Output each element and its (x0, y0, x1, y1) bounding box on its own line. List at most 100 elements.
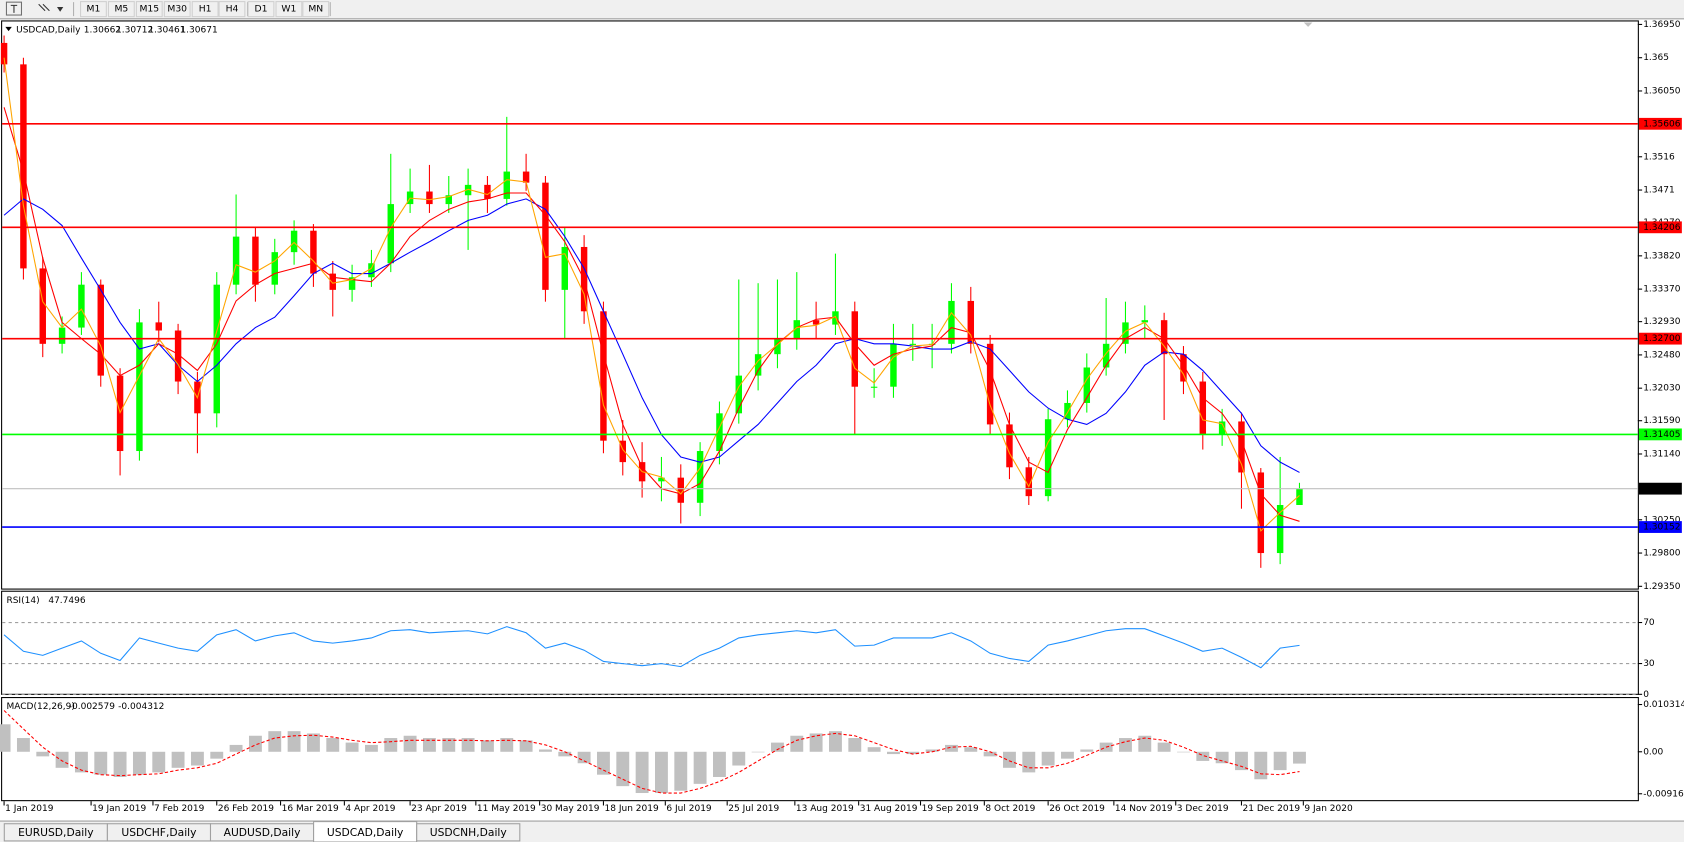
histogram-bar (1061, 751, 1074, 759)
signal-line (3, 710, 1300, 794)
histogram-bar (1003, 751, 1016, 768)
candle-body (348, 277, 356, 290)
candle-body (1180, 354, 1187, 382)
histogram-bar (74, 751, 88, 773)
candle-body (1064, 402, 1071, 420)
symbol-tab-label[interactable]: USDCHF,Daily (121, 826, 197, 839)
y-tick-label: 1.36950 (1643, 20, 1681, 30)
histogram-bar (403, 735, 417, 752)
text-tool-icon[interactable] (5, 1, 23, 16)
x-tick-label: 3 Dec 2019 (1177, 804, 1229, 814)
histogram-bar (596, 751, 610, 775)
timeframe-button[interactable]: W1 (281, 4, 296, 15)
candle-body (1199, 381, 1207, 435)
timeframe-button[interactable]: D1 (254, 4, 267, 15)
moving-average-line (3, 198, 1300, 473)
x-tick-label: 21 Dec 2019 (1243, 804, 1301, 814)
timeframe-button-frame[interactable] (218, 1, 246, 18)
y-tick-label: 1.3471 (1643, 186, 1675, 196)
histogram-bar (229, 744, 243, 752)
candle-body (252, 236, 259, 285)
toolbar (0, 0, 1684, 19)
arrow-tool-icon[interactable] (38, 3, 64, 12)
timeframe-button[interactable]: M5 (114, 4, 128, 15)
histogram-bar (94, 751, 108, 775)
candle-body (155, 322, 162, 331)
timeframe-button-frame[interactable] (191, 1, 219, 18)
x-tick-label: 6 Jul 2019 (666, 804, 712, 814)
timeframe-button[interactable]: H1 (199, 4, 212, 15)
macd-current: -0.002579 (69, 702, 116, 712)
timeframe-button[interactable]: MN (308, 4, 323, 15)
candle-body (870, 386, 878, 388)
histogram-bar (945, 744, 958, 752)
y-tick-label: 1.33820 (1643, 251, 1681, 261)
timeframe-button-frame[interactable] (275, 1, 303, 18)
y-tick-label: 30 (1643, 659, 1655, 669)
rsi-current: 47.7496 (48, 596, 86, 606)
level-price-label: 1.30152 (1643, 523, 1680, 533)
histogram-bar (36, 751, 50, 757)
header-price: 1.30671 (180, 26, 217, 36)
candle-body (329, 273, 336, 290)
timeframe-button[interactable]: M1 (87, 4, 101, 15)
symbol-tab-label[interactable]: AUDUSD,Daily (224, 826, 302, 839)
timeframe-button[interactable]: M15 (139, 4, 159, 15)
histogram-bar (306, 733, 320, 752)
level-price-tag (1638, 482, 1682, 495)
candle-body (484, 184, 491, 199)
x-tick-label: 1 Jan 2019 (5, 804, 54, 814)
histogram-bar (983, 751, 997, 757)
candle-body (97, 284, 104, 376)
x-tick-label: 16 Mar 2019 (282, 804, 339, 814)
histogram-bar (16, 738, 30, 752)
symbol-tab-label[interactable]: EURUSD,Daily (18, 826, 94, 839)
candle-body (368, 263, 375, 278)
histogram-bar (248, 735, 262, 752)
timeframe-button-frame[interactable] (302, 1, 330, 18)
x-tick-label: 31 Aug 2019 (860, 804, 918, 814)
histogram-bar (558, 751, 572, 757)
histogram-bar (190, 751, 204, 766)
histogram-bar (1293, 751, 1306, 764)
timeframe-button-frame[interactable] (107, 1, 135, 18)
timeframe-button[interactable]: H4 (226, 4, 239, 15)
chart-title: USDCAD,Daily (16, 26, 81, 36)
x-tick-label: 19 Jan 2019 (92, 804, 146, 814)
candle-body (948, 300, 955, 344)
candle-body (58, 327, 66, 344)
moving-average-line (3, 107, 1300, 522)
timeframe-button-frame[interactable] (80, 1, 107, 18)
collapse-triangle[interactable] (5, 26, 12, 32)
candle-body (136, 322, 143, 452)
candle-body (774, 338, 781, 355)
histogram-bar (210, 751, 224, 759)
candle-body (310, 230, 317, 274)
candle-body (271, 252, 278, 285)
histogram-bar (964, 747, 978, 752)
candle-body (1276, 504, 1284, 554)
histogram-bar (751, 751, 765, 753)
symbol-tab-label[interactable]: USDCAD,Daily (327, 826, 404, 839)
histogram-bar (442, 738, 456, 752)
timeframe-button-frame[interactable] (163, 1, 191, 18)
candle-body (445, 195, 452, 205)
timeframe-button[interactable]: M30 (167, 4, 187, 15)
x-tick-label: 7 Feb 2019 (154, 804, 205, 814)
candle-body (1141, 320, 1149, 323)
candle-body (1296, 488, 1303, 505)
candle-body (1102, 343, 1110, 368)
timeframe-button-frame[interactable] (247, 1, 275, 18)
symbol-tab-label[interactable]: USDCNH,Daily (430, 826, 508, 839)
moving-average-line (3, 57, 1300, 532)
candle-body (600, 311, 607, 441)
symbol-tab[interactable] (416, 823, 521, 842)
histogram-bar (480, 740, 494, 752)
y-tick-label: 0.010314 (1643, 700, 1684, 710)
histogram-bar (693, 751, 707, 784)
histogram-bar (1273, 751, 1287, 771)
timeframe-button-frame[interactable] (135, 1, 163, 18)
candle-body (1025, 467, 1033, 497)
indicator-line (3, 626, 1300, 669)
